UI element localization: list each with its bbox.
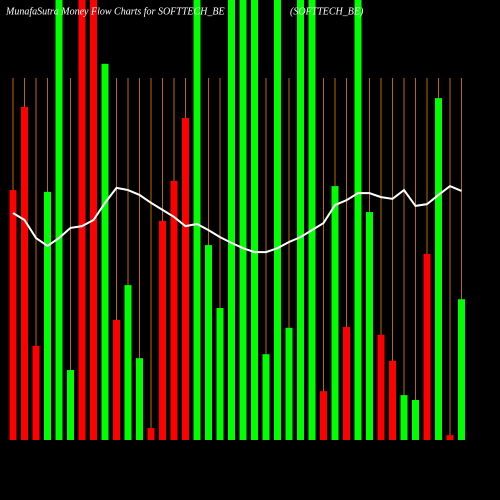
bar	[320, 391, 327, 440]
bar	[32, 345, 40, 440]
bar	[9, 190, 17, 440]
bar	[159, 220, 166, 440]
bar	[400, 395, 408, 440]
bar	[239, 0, 247, 440]
bar	[446, 435, 454, 440]
bar	[78, 0, 86, 440]
bar	[354, 0, 362, 440]
bar	[435, 98, 442, 441]
bar	[113, 319, 120, 440]
bar	[147, 428, 155, 440]
bar	[412, 399, 419, 440]
bar	[389, 360, 396, 440]
bar	[308, 0, 316, 440]
chart-subtitle: (SOFTTECH_BE)	[290, 6, 364, 17]
bar	[458, 299, 465, 440]
bar	[343, 326, 350, 440]
plot	[9, 0, 465, 441]
bar	[136, 358, 143, 440]
bar	[193, 0, 201, 440]
bar	[285, 327, 293, 440]
bar	[297, 0, 304, 440]
bar	[366, 212, 373, 440]
bar	[228, 0, 235, 440]
bar	[423, 253, 431, 440]
chart-title: MunafaSutra Money Flow Charts for SOFTTE…	[5, 6, 225, 17]
bar	[274, 0, 281, 440]
bar	[205, 245, 212, 440]
bar	[101, 63, 109, 441]
bar	[170, 180, 178, 440]
bar	[251, 0, 258, 440]
bar	[44, 191, 51, 440]
bar	[262, 354, 270, 440]
money-flow-line	[12, 184, 462, 254]
bar	[377, 334, 385, 440]
bar	[182, 117, 189, 441]
bar	[67, 370, 74, 440]
bar	[216, 308, 224, 440]
bar	[21, 106, 28, 441]
bar	[55, 0, 63, 440]
bar	[331, 186, 339, 440]
bar	[124, 285, 132, 440]
